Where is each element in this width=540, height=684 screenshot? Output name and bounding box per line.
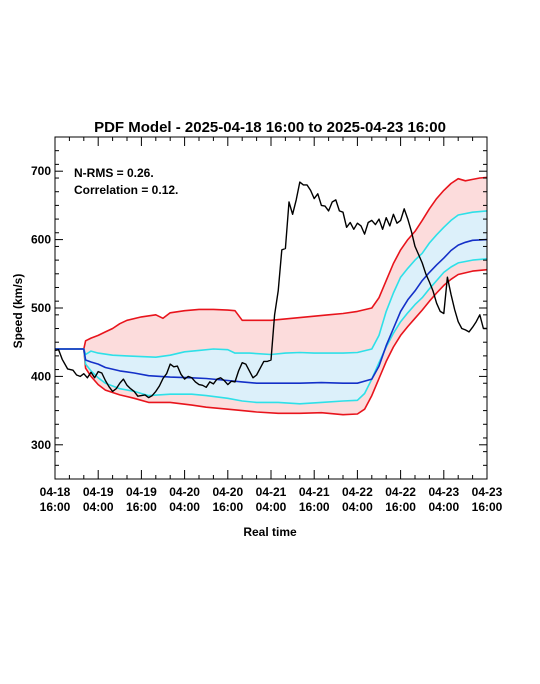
x-tick-label-date: 04-23 xyxy=(428,485,459,499)
chart-title: PDF Model - 2025-04-18 16:00 to 2025-04-… xyxy=(94,119,446,136)
x-tick-label-date: 04-21 xyxy=(299,485,330,499)
correlation-annotation: Correlation = 0.12. xyxy=(74,183,178,197)
nrms-annotation: N-RMS = 0.26. xyxy=(74,166,154,180)
x-tick-label-date: 04-22 xyxy=(385,485,416,499)
x-tick-label-date: 04-22 xyxy=(342,485,373,499)
x-tick-label-date: 04-23 xyxy=(472,485,503,499)
x-tick-label-date: 04-20 xyxy=(212,485,243,499)
x-tick-label-time: 04:00 xyxy=(256,500,287,514)
y-tick-label: 300 xyxy=(31,438,51,452)
x-tick-label-time: 16:00 xyxy=(126,500,157,514)
x-axis-label: Real time xyxy=(243,525,297,539)
x-tick-label-date: 04-18 xyxy=(40,485,71,499)
x-tick-label-date: 04-19 xyxy=(83,485,114,499)
x-tick-label-time: 16:00 xyxy=(40,500,71,514)
x-tick-label-time: 16:00 xyxy=(299,500,330,514)
inner-upper-line xyxy=(55,210,488,359)
y-tick-label: 600 xyxy=(31,233,51,247)
x-tick-label-date: 04-19 xyxy=(126,485,157,499)
x-tick-label-date: 04-21 xyxy=(256,485,287,499)
x-tick-label-time: 04:00 xyxy=(169,500,200,514)
plot-area: 30040050060070004-1816:0004-1904:0004-19… xyxy=(31,136,503,514)
x-tick-label-time: 04:00 xyxy=(428,500,459,514)
inner-uncertainty-band xyxy=(55,210,487,404)
x-tick-label-time: 16:00 xyxy=(472,500,503,514)
x-tick-label-date: 04-20 xyxy=(169,485,200,499)
observed-speed-line xyxy=(54,181,487,399)
y-tick-label: 500 xyxy=(31,301,51,315)
y-tick-label: 700 xyxy=(31,164,51,178)
x-tick-label-time: 04:00 xyxy=(342,500,373,514)
x-tick-label-time: 16:00 xyxy=(212,500,243,514)
median-line xyxy=(55,238,488,385)
x-tick-label-time: 04:00 xyxy=(83,500,114,514)
y-axis-label: Speed (km/s) xyxy=(11,274,25,349)
outer-lower-line xyxy=(55,268,488,416)
x-tick-label-time: 16:00 xyxy=(385,500,416,514)
y-tick-label: 400 xyxy=(31,369,51,383)
outer-upper-line xyxy=(55,176,488,350)
